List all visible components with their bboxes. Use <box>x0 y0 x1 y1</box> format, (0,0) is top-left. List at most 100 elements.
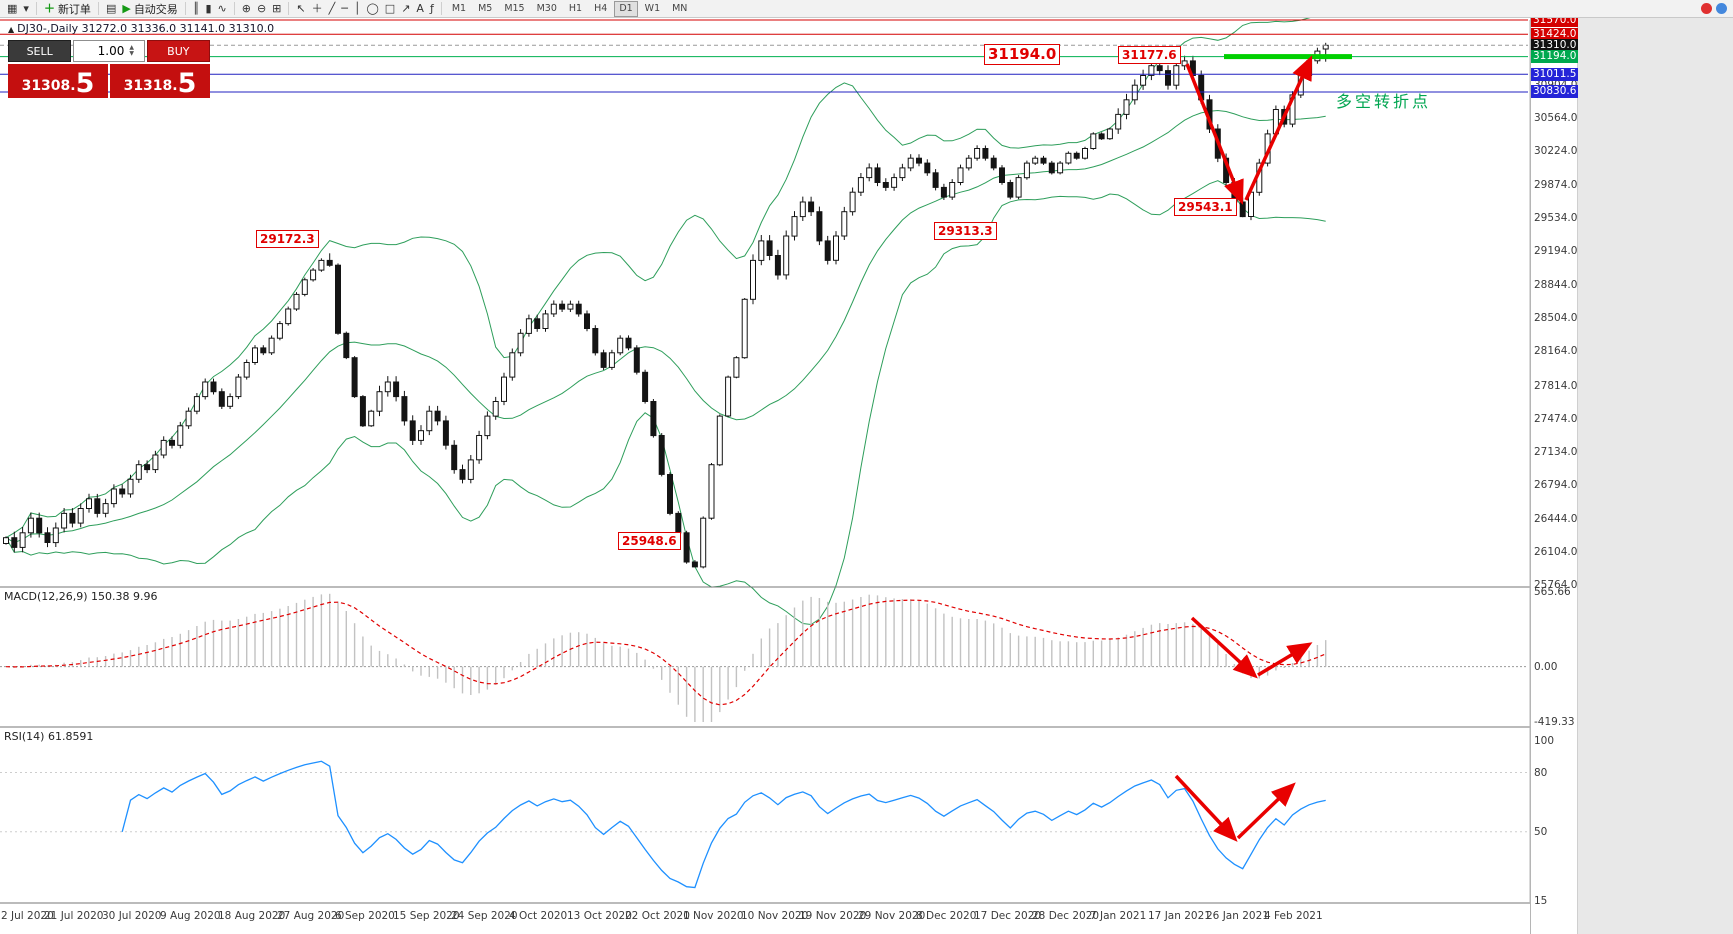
trendline-icon: ╱ <box>328 2 336 15</box>
volume-spin-arrows[interactable]: ▲ ▼ <box>129 45 134 57</box>
time-label: 29 Nov 2020 <box>858 910 926 922</box>
bid-price-box[interactable]: 31308. 5 <box>8 64 108 98</box>
new-order-button-label: 新订单 <box>57 2 91 16</box>
price-tick: 28504.0 <box>1534 312 1578 324</box>
toolbar-separator <box>233 2 235 15</box>
trend-arrow <box>1174 774 1238 842</box>
price-tick: 30224.0 <box>1534 145 1578 157</box>
timeframe-m1[interactable]: M1 <box>451 3 467 14</box>
indicators-icon[interactable]: ƒ <box>427 1 437 16</box>
spin-down-icon[interactable]: ▼ <box>129 50 134 57</box>
toolbar-separator <box>288 2 290 15</box>
price-axis[interactable]: 31570.0 31424.0 31310.0 31194.0 31011.5 30830… <box>1530 0 1579 934</box>
new-order-icon: ＋ <box>43 2 55 15</box>
timeframe-m30[interactable]: M30 <box>536 3 557 14</box>
time-label: 1 Nov 2020 <box>683 910 744 922</box>
time-label: 24 Sep 2020 <box>451 910 518 922</box>
timeframe-mn[interactable]: MN <box>672 3 688 14</box>
zoom-out-icon[interactable]: ⊖ <box>254 1 269 16</box>
time-label: 17 Dec 2020 <box>974 910 1042 922</box>
ask-price-box[interactable]: 31318. 5 <box>110 64 210 98</box>
timeframe-d1[interactable]: D1 <box>614 0 638 17</box>
timeframe-w1[interactable]: W1 <box>644 3 661 14</box>
vline-icon: │ <box>353 2 361 15</box>
timeframe-m15[interactable]: M15 <box>504 3 525 14</box>
price-callout[interactable]: 29172.3 <box>256 230 319 248</box>
timeframe-m5[interactable]: M5 <box>478 3 493 14</box>
hline-icon[interactable]: ─ <box>338 1 351 16</box>
text-tool-icon[interactable]: A <box>413 1 427 16</box>
price-tick: 26444.0 <box>1534 513 1578 525</box>
crosshair-icon: ＋ <box>311 2 323 15</box>
record-indicator[interactable] <box>1701 3 1712 14</box>
ask-price-big-digit: 5 <box>177 68 197 100</box>
price-tick: 29874.0 <box>1534 179 1578 191</box>
price-callout[interactable]: 31194.0 <box>984 44 1061 65</box>
toolbar-separator <box>35 2 37 15</box>
chart-ohlc-header: ▲ DJ30-,Daily 31272.0 31336.0 31141.0 313… <box>8 22 274 35</box>
macd-tick: -419.33 <box>1534 716 1575 728</box>
time-label: 7 Jan 2021 <box>1090 910 1147 922</box>
object-marker-icon: ▲ <box>8 25 15 34</box>
price-level-badge: 31424.0 <box>1531 28 1579 41</box>
macd-indicator <box>0 593 1528 722</box>
trend-arrow <box>1185 63 1244 205</box>
cursor-icon[interactable]: ↖ <box>293 1 308 16</box>
ellipse-icon: ◯ <box>366 2 379 15</box>
dropdown-icon[interactable]: ▾ <box>20 1 32 16</box>
timeframe-h1[interactable]: H1 <box>568 3 583 14</box>
price-callout[interactable]: 25948.6 <box>618 532 681 550</box>
price-callout[interactable]: 29313.3 <box>934 222 997 240</box>
time-label: 19 Nov 2020 <box>799 910 867 922</box>
app-indicator[interactable] <box>1716 3 1727 14</box>
rsi-tick: 100 <box>1534 735 1555 747</box>
trend-arrow <box>1257 642 1313 677</box>
price-tick: 29534.0 <box>1534 212 1578 224</box>
tile-windows-icon[interactable]: ⊞ <box>269 1 284 16</box>
price-level-badge: 31310.0 <box>1531 39 1579 52</box>
layout-icon[interactable]: ▤ <box>103 1 119 16</box>
indicators-icon: ƒ <box>429 2 434 15</box>
toolbar-separator <box>97 2 99 15</box>
trend-arrow <box>1236 782 1296 840</box>
chart-window-icon[interactable]: ▦ <box>4 1 20 16</box>
zoom-in-icon[interactable]: ⊕ <box>239 1 254 16</box>
rsi-tick: 15 <box>1534 895 1548 907</box>
vline-icon[interactable]: │ <box>351 1 364 16</box>
candle-chart-icon[interactable]: ▮ <box>202 1 214 16</box>
price-level-badge: 30830.6 <box>1531 85 1579 98</box>
chart-window-icon: ▦ <box>7 2 18 15</box>
timeframe-h4[interactable]: H4 <box>594 3 608 14</box>
crosshair-icon[interactable]: ＋ <box>309 1 326 16</box>
autotrade-button-label: 自动交易 <box>133 2 178 16</box>
ellipse-icon[interactable]: ◯ <box>363 1 381 16</box>
sell-button[interactable]: SELL <box>8 40 72 62</box>
price-tick: 28844.0 <box>1534 279 1578 291</box>
chinese-note-label[interactable]: 多空转折点 <box>1336 92 1432 111</box>
price-callout[interactable]: 29543.1 <box>1174 198 1237 216</box>
rect-icon[interactable]: □ <box>382 1 398 16</box>
line-chart-icon[interactable]: ∿ <box>215 1 230 16</box>
time-label: 28 Dec 2020 <box>1032 910 1100 922</box>
price-callout[interactable]: 31177.6 <box>1118 46 1181 64</box>
time-label: 9 Aug 2020 <box>160 910 221 922</box>
trendline-icon[interactable]: ╱ <box>326 1 339 16</box>
volume-input[interactable] <box>74 43 127 59</box>
new-order-button[interactable]: ＋新订单 <box>41 1 94 16</box>
tile-windows-icon: ⊞ <box>272 2 282 15</box>
bid-price-main: 31308. <box>21 78 76 94</box>
drawn-objects[interactable] <box>1174 54 1352 842</box>
time-axis[interactable]: 2 Jul 2020 21 Jul 2020 30 Jul 2020 9 Aug 20… <box>0 903 1530 934</box>
buy-button[interactable]: BUY <box>146 40 210 62</box>
volume-stepper[interactable]: ▲▼ <box>73 40 145 62</box>
bar-chart-icon[interactable]: ║ <box>190 1 203 16</box>
arrow-tool-icon[interactable]: ↗ <box>398 1 413 16</box>
time-label: 18 Aug 2020 <box>218 910 286 922</box>
autotrade-button[interactable]: ▶ 自动交易 <box>119 1 180 16</box>
time-label: 21 Jul 2020 <box>44 910 104 922</box>
spin-up-icon[interactable]: ▲ <box>129 44 134 51</box>
time-label: 17 Jan 2021 <box>1148 910 1211 922</box>
toolbar-separator <box>440 2 442 15</box>
